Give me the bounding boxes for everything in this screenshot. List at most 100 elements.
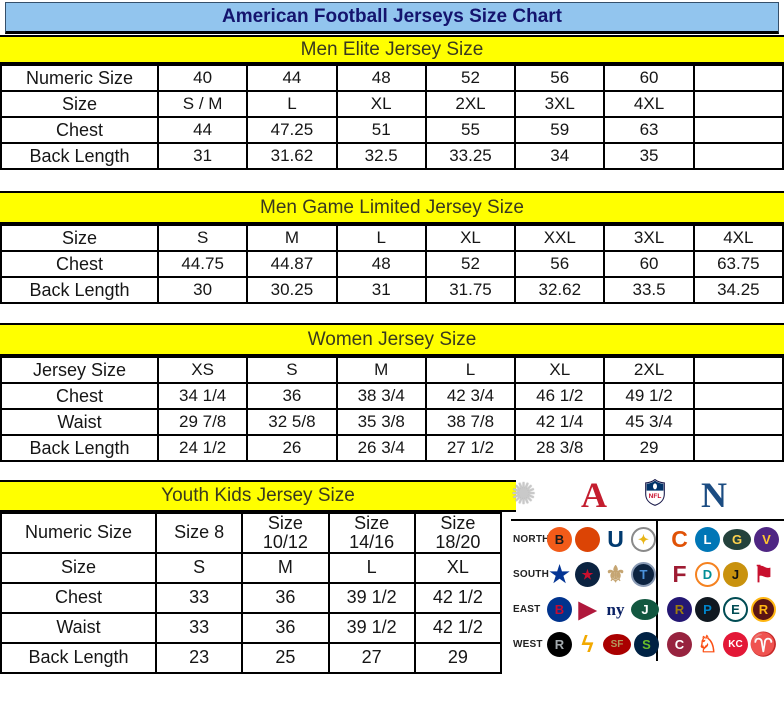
size-cell: XL (335, 90, 427, 118)
size-cell: 31.62 (246, 142, 338, 170)
jets-logo: J (631, 599, 659, 620)
table-title-band: Men Game Limited Jersey Size (0, 191, 784, 224)
size-cell: 39 1/2 (327, 611, 416, 644)
division-row-north: NORTH B U ✦ C L G V (505, 522, 784, 557)
table-row: Back Length 23 25 27 29 (0, 641, 503, 674)
size-cell: 56 (514, 64, 606, 92)
size-cell: 26 (246, 434, 338, 462)
panthers-logo: P (695, 597, 720, 622)
table-women: Women Jersey Size Jersey Size XS S M L XL 2XL Ch… (0, 323, 784, 462)
row-label: Back Length (0, 434, 159, 462)
row-label: Chest (0, 250, 159, 278)
size-cell: 2XL (603, 356, 695, 384)
saints-logo: ⚜ (605, 561, 626, 587)
size-cell: 49 1/2 (603, 382, 695, 410)
table-row: Size S M L XL (0, 551, 503, 584)
row-label: Size (0, 90, 159, 118)
size-cell: 56 (514, 250, 606, 278)
table-row: Back Length 30 30.25 31 31.75 32.62 33.5 34.25 (0, 276, 784, 304)
packers-logo: G (723, 529, 751, 550)
size-cell: 38 3/4 (335, 382, 427, 410)
size-cell: Size 8 (154, 512, 244, 554)
size-cell: 48 (335, 64, 427, 92)
logo-panel-header: ✺ A NFL N (505, 475, 784, 519)
buccaneers-logo: ⚑ (753, 561, 774, 587)
chiefs-logo: KC (723, 632, 748, 657)
table-title-band: Youth Kids Jersey Size (0, 480, 516, 512)
size-cell: 44 (156, 116, 249, 144)
size-cell: 60 (603, 64, 695, 92)
size-cell: 42 1/2 (413, 581, 503, 614)
size-cell: 34.25 (692, 276, 784, 304)
logo-panel-divider-vertical (656, 519, 658, 661)
logo-panel-divider-horizontal (511, 519, 784, 521)
seahawks-logo: S (634, 632, 659, 657)
size-cell: 44.87 (246, 250, 338, 278)
size-cell: 24 1/2 (156, 434, 249, 462)
table-row: Waist 29 7/8 32 5/8 35 3/8 38 7/8 42 1/4 45 3/… (0, 408, 784, 436)
size-cell: 36 (246, 382, 338, 410)
bengals-logo: B (547, 527, 572, 552)
size-cell: Size 14/16 (327, 512, 416, 554)
division-row-east: EAST B ▶ ny J R P E R (505, 592, 784, 627)
table-row: Size S M L XL XXL 3XL 4XL (0, 224, 784, 252)
size-cell: 31 (156, 142, 249, 170)
size-cell: 44 (246, 64, 338, 92)
afc-logo: A (581, 475, 607, 515)
size-cell: XXL (514, 224, 606, 252)
starburst-icon: ✺ (511, 478, 537, 511)
table-row: Chest 44 47.25 51 55 59 63 (0, 116, 784, 144)
size-cell: 30 (156, 276, 249, 304)
size-cell (692, 116, 784, 144)
row-label: Size (0, 551, 157, 584)
size-cell: S (154, 551, 244, 584)
table-row: Size S / M L XL 2XL 3XL 4XL (0, 90, 784, 118)
size-cell: L (335, 224, 427, 252)
patriots-logo: ▶ (578, 596, 597, 622)
size-cell: 30.25 (246, 276, 338, 304)
size-cell: 29 (413, 641, 503, 674)
size-table: Numeric Size 40 44 48 52 56 60 Size S / M L XL 2XL 3… (0, 64, 784, 170)
size-cell: 23 (154, 641, 244, 674)
table-row: Chest 33 36 39 1/2 42 1/2 (0, 581, 503, 614)
table-row: Jersey Size XS S M L XL 2XL (0, 356, 784, 384)
size-cell: M (246, 224, 338, 252)
size-cell (692, 356, 784, 384)
size-cell: 51 (335, 116, 427, 144)
size-cell: 2XL (424, 90, 517, 118)
size-cell: 45 3/4 (603, 408, 695, 436)
size-cell: 33.25 (424, 142, 517, 170)
size-cell: 3XL (603, 224, 695, 252)
vikings-logo: V (754, 527, 779, 552)
size-cell: 27 (327, 641, 416, 674)
size-cell: L (327, 551, 416, 584)
size-cell: 36 (241, 611, 330, 644)
size-cell: 29 7/8 (156, 408, 249, 436)
size-cell: 35 3/8 (335, 408, 427, 436)
table-row: Numeric Size 40 44 48 52 56 60 (0, 64, 784, 92)
afc-south-teams: ★ ★ ⚜ T (547, 561, 656, 587)
table-men-elite: Men Elite Jersey Size Numeric Size 40 44 48 5… (0, 35, 784, 170)
division-label: EAST (513, 604, 541, 615)
size-cell: 34 (514, 142, 606, 170)
row-label: Size (0, 224, 159, 252)
size-cell: 55 (424, 116, 517, 144)
size-cell: 34 1/4 (156, 382, 249, 410)
rams-logo: ♈ (749, 631, 778, 657)
ravens-logo: R (667, 597, 692, 622)
raiders-logo: R (547, 632, 572, 657)
table-title-band: Men Elite Jersey Size (0, 35, 784, 64)
row-label: Chest (0, 382, 159, 410)
cardinals-logo: C (667, 632, 692, 657)
size-cell: 63.75 (692, 250, 784, 278)
row-label: Waist (0, 611, 157, 644)
size-cell: 42 1/4 (514, 408, 606, 436)
size-cell (692, 382, 784, 410)
size-cell: 39 1/2 (327, 581, 416, 614)
size-cell (692, 434, 784, 462)
size-cell: 36 (241, 581, 330, 614)
nfl-logo-panel: ✺ A NFL N NORTH B U ✦ C L G V SOUTH ★ ★ ⚜ T F D J ⚑ EAST B… (505, 475, 784, 669)
